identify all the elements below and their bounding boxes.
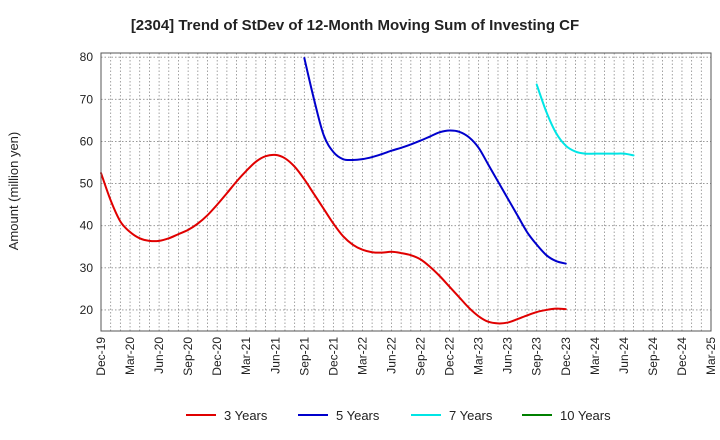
legend-label: 5 Years (336, 408, 380, 423)
y-tick-label: 40 (80, 219, 94, 233)
legend-item-3-years: 3 Years (186, 408, 268, 423)
x-tick-label: Mar-25 (704, 337, 718, 375)
x-tick-label: Sep-21 (297, 337, 311, 376)
y-tick-label: 30 (80, 261, 94, 275)
legend: 3 Years 5 Years 7 Years 10 Years (186, 408, 611, 423)
x-tick-label: Sep-24 (646, 337, 660, 376)
y-tick-label: 80 (80, 50, 94, 64)
y-ticks: 20 30 40 50 60 70 80 (80, 50, 94, 317)
x-tick-label: Dec-20 (210, 337, 224, 376)
x-tick-label: Jun-22 (384, 337, 398, 374)
x-tick-label: Jun-20 (152, 337, 166, 374)
x-tick-label: Mar-22 (355, 337, 369, 375)
x-tick-label: Jun-24 (617, 337, 631, 374)
x-tick-label: Sep-22 (414, 337, 428, 376)
x-tick-label: Mar-23 (472, 337, 486, 375)
x-tick-label: Dec-21 (326, 337, 340, 376)
legend-item-7-years: 7 Years (411, 408, 493, 423)
y-tick-label: 50 (80, 177, 94, 191)
y-tick-label: 60 (80, 134, 94, 148)
legend-item-10-years: 10 Years (522, 408, 611, 423)
plot-frame (100, 52, 712, 332)
legend-label: 10 Years (560, 408, 611, 423)
series-line-3-years (100, 153, 567, 325)
y-tick-label: 70 (80, 92, 94, 106)
x-tick-label: Sep-20 (181, 337, 195, 376)
x-ticks: Dec-19 Mar-20 Jun-20 Sep-20 Dec-20 Mar-21 Jun-… (94, 337, 718, 376)
x-tick-label: Mar-20 (123, 337, 137, 375)
series-layer (100, 57, 635, 325)
x-tick-label: Dec-23 (559, 337, 573, 376)
x-tick-label: Sep-23 (530, 337, 544, 376)
x-tick-label: Mar-24 (588, 337, 602, 375)
legend-label: 3 Years (224, 408, 268, 423)
y-tick-label: 20 (80, 303, 94, 317)
chart-title: [2304] Trend of StDev of 12-Month Moving… (131, 17, 579, 34)
y-axis-label: Amount (million yen) (6, 132, 21, 251)
legend-item-5-years: 5 Years (298, 408, 380, 423)
series-line-5-years (303, 57, 567, 265)
legend-label: 7 Years (449, 408, 493, 423)
x-tick-label: Jun-21 (268, 337, 282, 374)
x-tick-label: Dec-24 (675, 337, 689, 376)
grid (101, 53, 711, 331)
x-tick-label: Dec-19 (94, 337, 108, 376)
x-tick-label: Mar-21 (239, 337, 253, 375)
series-line-7-years (535, 83, 635, 157)
x-tick-label: Dec-22 (443, 337, 457, 376)
x-tick-label: Jun-23 (501, 337, 515, 374)
